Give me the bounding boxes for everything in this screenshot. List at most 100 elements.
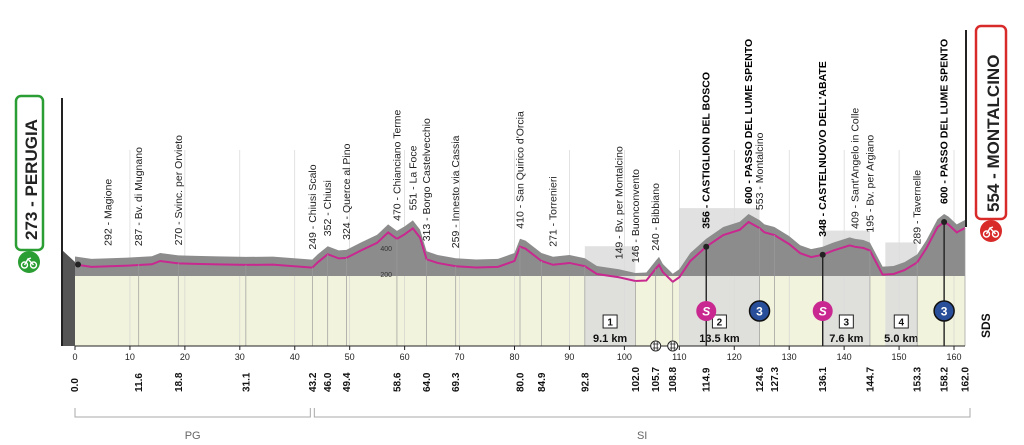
km-label: 162.0	[961, 367, 972, 392]
sprint-marker-label: S	[819, 305, 827, 319]
x-tick-label: 120	[727, 352, 742, 362]
km-label: 124.6	[755, 367, 766, 392]
cyclist-icon	[980, 220, 1002, 242]
start-side-block	[62, 250, 75, 346]
gravel-sectors: 1 9.1 km 2 13.5 km 3 7.6 km 4 5.0 km	[584, 208, 919, 346]
gravel-sector-length: 13.5 km	[699, 333, 740, 345]
waypoint-label: 551 - La Foce	[407, 145, 419, 210]
sprint-marker-label: S	[702, 305, 710, 319]
km-label: 80.0	[516, 372, 527, 392]
x-tick-label: 40	[290, 352, 300, 362]
waypoint-label: 348 - CASTELNUOVO DELL'ABATE	[817, 61, 829, 237]
kom-marker-icon	[748, 300, 771, 322]
waypoint-label: 259 - Innesto via Cassia	[450, 135, 462, 248]
x-tick-label: 20	[180, 352, 190, 362]
start-badge-frame	[14, 94, 45, 252]
waypoint-label: 289 - Tavernelle	[912, 170, 924, 245]
level-crossing-glyph	[652, 342, 659, 350]
level-crossing-icon	[650, 340, 662, 352]
km-label: 153.3	[913, 367, 924, 392]
waypoint-label: 271 - Torrenieri	[547, 176, 559, 246]
gravel-sector-number-box	[711, 314, 727, 329]
x-tick-label: 140	[837, 352, 852, 362]
x-tick-label: 10	[125, 352, 135, 362]
start-name: PERUGIA	[22, 119, 41, 196]
kom-marker-label: 3	[941, 305, 948, 319]
km-label: 92.8	[580, 372, 591, 392]
gravel-sector-number: 3	[844, 318, 850, 329]
km-label: 158.2	[940, 367, 951, 392]
finish-badge: 554 - MONTALCINO	[974, 24, 1008, 242]
x-tick-label: 160	[946, 352, 961, 362]
gravel-sector-1	[584, 246, 636, 346]
km-label: 136.1	[818, 367, 829, 392]
km-label: 58.6	[392, 372, 403, 392]
x-tick-label: 80	[509, 352, 519, 362]
markers: S 3 S 3	[650, 300, 955, 352]
level-crossing-icon	[667, 340, 679, 352]
waypoint-label: 324 - Querce al Pino	[341, 143, 353, 239]
x-tick-label: 0	[72, 352, 77, 362]
x-tick-label: 30	[235, 352, 245, 362]
start-dot	[75, 261, 81, 268]
waypoint-label: 287 - Bv. di Mugnano	[133, 147, 145, 246]
gravel-sector-number-box	[893, 314, 909, 329]
waypoint-labels: 292 - Magione 287 - Bv. di Mugnano 270 - S…	[102, 39, 950, 263]
x-tick-label: 110	[672, 352, 686, 362]
gravel-sector-length: 5.0 km	[884, 333, 918, 345]
gravel-sector-number: 2	[717, 318, 723, 329]
x-tick-label: 130	[782, 352, 797, 362]
waypoint-label: 270 - Svinc. per Orvieto	[173, 135, 185, 245]
km-label: 31.1	[241, 372, 252, 392]
waypoint-label: 313 - Borgo Castelvecchio	[421, 118, 433, 241]
waypoint-label: 249 - Chiusi Scalo	[307, 164, 319, 249]
km-label: 43.2	[308, 372, 319, 392]
x-tick-label: 150	[892, 352, 907, 362]
gravel-sector-number-box	[602, 314, 618, 329]
km-label: 69.3	[451, 372, 462, 392]
finish-badge-frame	[974, 24, 1008, 221]
profile-upper-area	[75, 214, 965, 276]
start-separator: -	[22, 197, 41, 212]
waypoint-label: 240 - Bibbiano	[650, 183, 662, 251]
km-label: 84.9	[537, 372, 548, 392]
y-tick-label: 400	[380, 246, 392, 253]
x-tick-label: 70	[455, 352, 465, 362]
gravel-sector-number: 1	[607, 318, 613, 329]
waypoint-label: 410 - San Quirico d'Orcia	[515, 111, 527, 229]
waypoint-label: 146 - Buonconvento	[630, 169, 642, 263]
km-label: 144.7	[865, 367, 876, 392]
cyclist-icon	[18, 251, 40, 273]
km-label: 18.8	[174, 372, 185, 392]
cyclist-glyph-start	[20, 257, 38, 269]
waypoint-label: 356 - CASTIGLION DEL BOSCO	[701, 72, 713, 229]
finish-altitude: 554	[984, 183, 1003, 212]
waypoint-dot	[819, 251, 826, 258]
waypoint-label: 149 - Bv. per Montalcino	[613, 146, 625, 259]
finish-separator: -	[984, 169, 1003, 184]
gravel-sector-number-box	[838, 314, 854, 329]
kom-marker-label: 3	[756, 305, 763, 319]
region-bracket	[313, 408, 971, 418]
cyclist-glyph-finish	[982, 226, 1000, 238]
km-label: 46.0	[323, 372, 334, 392]
x-tick-label: 100	[617, 352, 632, 362]
y-tick-label: 200	[380, 272, 392, 279]
x-axis-ticks: 0 10 20 30 40 50 60 70 80 90 100 110 120 130 140 150 160	[72, 346, 962, 362]
waypoint-label: 409 - Sant'Angelo in Colle	[850, 108, 862, 229]
gravel-sector-length: 7.6 km	[829, 333, 863, 345]
km-label: 105.7	[651, 367, 662, 392]
gravel-sector-length: 9.1 km	[593, 333, 627, 345]
waypoint-droplines	[75, 219, 966, 346]
start-altitude: 273	[22, 212, 41, 240]
waypoint-dot	[703, 243, 710, 250]
finish-label: 554 - MONTALCINO	[984, 55, 1003, 212]
sprint-marker-icon	[812, 301, 833, 321]
waypoint-dot	[941, 219, 948, 225]
km-label: 11.6	[134, 373, 145, 392]
km-label: 108.8	[668, 367, 679, 392]
waypoint-label: 292 - Magione	[102, 179, 114, 246]
waypoint-label: 553 - Montalcino	[754, 132, 766, 210]
start-badge: 273 - PERUGIA	[14, 94, 45, 273]
